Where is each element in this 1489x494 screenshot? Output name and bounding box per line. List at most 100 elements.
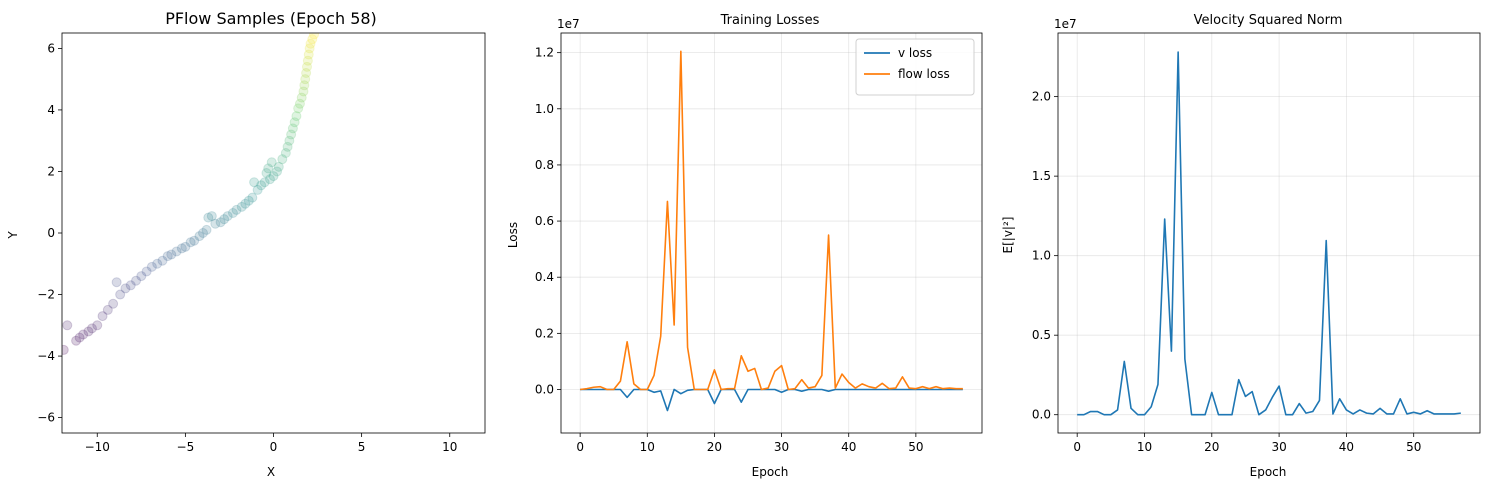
scatter-point [206, 211, 217, 222]
scatter-point [304, 43, 315, 54]
x-tick-label: 20 [707, 440, 722, 454]
scatter-point [185, 237, 196, 248]
scatter-point [62, 344, 69, 355]
legend: v loss flow loss [855, 38, 975, 96]
scatter-point [291, 111, 302, 122]
scatter-point [219, 214, 230, 225]
scatter-point [201, 224, 212, 235]
x-axis-label: Epoch [1250, 465, 1287, 479]
scatter-point [289, 117, 300, 128]
scatter-point [277, 154, 288, 165]
scatter-point [287, 123, 298, 134]
y-tick-label: 0.0 [535, 382, 554, 396]
scatter-point [125, 280, 136, 291]
y-tick-label: 0.2 [535, 326, 554, 340]
x-tick-label: 10 [640, 440, 655, 454]
legend-label: flow loss [898, 67, 950, 81]
scatter-point [71, 335, 82, 346]
scatter-point [307, 34, 318, 45]
x-axis-label: X [267, 465, 275, 479]
scatter-point [299, 80, 310, 91]
scatter-point [74, 332, 85, 343]
legend-label: v loss [898, 46, 932, 60]
x-tick-label: 40 [841, 440, 856, 454]
scatter-point [83, 326, 94, 337]
scatter-point [152, 258, 163, 269]
scatter-point [309, 33, 320, 40]
x-tick-label: −10 [85, 440, 110, 454]
velocity-norm-panel: Velocity Squared Norm Epoch E[|v|²] 1e7 … [1001, 13, 1481, 479]
scatter-point [268, 171, 279, 182]
y-tick-label: 6 [47, 41, 55, 55]
scatter-point [300, 74, 311, 85]
scatter-point [166, 249, 177, 260]
y-tick-label: 1.0 [535, 102, 554, 116]
scatter-point [180, 241, 191, 252]
y-tick-label: 4 [47, 103, 55, 117]
scatter-point [136, 271, 147, 282]
scatter-point [120, 283, 131, 294]
scatter-point [249, 177, 260, 188]
x-tick-label: 10 [1137, 440, 1152, 454]
y-tick-label: 1.0 [1032, 249, 1051, 263]
x-tick-label: 30 [774, 440, 789, 454]
scatter-point [86, 323, 97, 334]
scatter-point [243, 195, 254, 206]
y-tick-label: −2 [37, 288, 55, 302]
scatter-point [227, 208, 238, 218]
scatter-point [259, 177, 270, 188]
y-tick-label: 0.8 [535, 158, 554, 172]
scatter-point [282, 141, 293, 152]
series-line [580, 388, 963, 412]
series-line [1077, 51, 1461, 416]
scatter-panel: PFlow Samples (Epoch 58) X Y −10 −5 0 5 10 −6… [6, 9, 486, 479]
scatter-point [273, 161, 284, 172]
x-tick-label: 20 [1204, 440, 1219, 454]
x-tick-label: 0 [270, 440, 278, 454]
plot-area [580, 50, 963, 412]
axes-frame [1057, 32, 1481, 434]
y-axis-label: Y [6, 231, 20, 240]
scatter-point [215, 217, 226, 228]
scatter-point [176, 243, 187, 254]
scatter-point [92, 320, 103, 331]
x-tick-label: 40 [1339, 440, 1354, 454]
scatter-point [298, 86, 309, 97]
y-axis-label: Loss [506, 222, 520, 248]
scatter-point [131, 275, 142, 286]
scatter-point [210, 218, 221, 229]
scatter-point [286, 129, 297, 140]
y-scale-multiplier: 1e7 [557, 17, 580, 31]
scatter-point [296, 92, 307, 103]
scatter-point [240, 198, 251, 209]
scatter-point [115, 289, 126, 300]
y-tick-label: 0.0 [1032, 408, 1051, 422]
scatter-point [261, 168, 272, 178]
scatter-point [247, 192, 258, 203]
plot-area [1077, 51, 1461, 416]
series-line [580, 50, 963, 391]
scatter-point [302, 55, 313, 66]
scatter-point [222, 211, 233, 222]
scatter-point [62, 320, 73, 331]
plot-area [62, 33, 320, 355]
y-tick-label: 0.5 [1032, 328, 1051, 342]
scatter-point [284, 135, 295, 146]
scatter-point [301, 61, 312, 72]
scatter-point [272, 166, 283, 177]
scatter-point [294, 98, 305, 109]
y-axis-label: E[|v|²] [1001, 217, 1015, 254]
y-tick-label: 2 [47, 164, 55, 178]
scatter-point [293, 103, 304, 114]
x-tick-label: 10 [442, 440, 457, 454]
axes-frame [560, 32, 983, 434]
y-tick-label: −6 [37, 411, 55, 425]
x-tick-label: 50 [1406, 440, 1421, 454]
chart-title: PFlow Samples (Epoch 58) [165, 9, 377, 28]
scatter-point [236, 201, 247, 212]
y-tick-label: 2.0 [1032, 90, 1051, 104]
scatter-point [280, 148, 291, 158]
scatter-point [141, 266, 152, 277]
scatter-point [303, 49, 314, 60]
